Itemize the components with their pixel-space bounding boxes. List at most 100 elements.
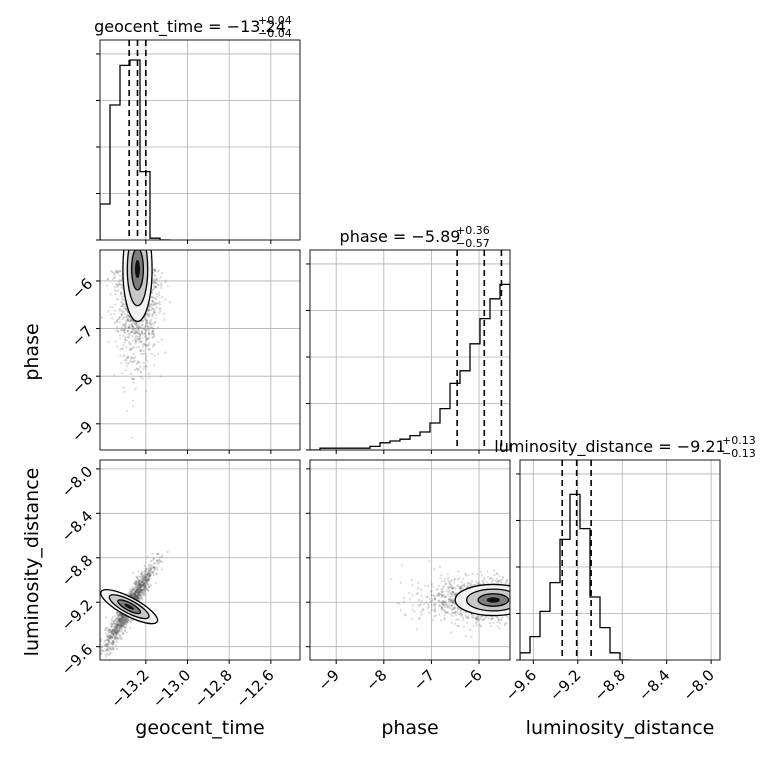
scatter-point <box>147 579 150 582</box>
scatter-point <box>491 616 494 620</box>
scatter-point <box>132 595 135 598</box>
scatter-point <box>475 618 478 621</box>
scatter-point <box>153 286 156 289</box>
scatter-point <box>116 617 119 621</box>
scatter-point <box>144 575 147 578</box>
scatter-point <box>155 572 158 575</box>
scatter-point <box>105 628 108 631</box>
scatter-point <box>122 386 125 389</box>
scatter-point <box>501 575 505 579</box>
scatter-point <box>467 616 470 619</box>
scatter-point <box>135 597 139 600</box>
scatter-point <box>127 325 130 329</box>
scatter-point <box>433 568 436 571</box>
scatter-point <box>114 637 117 641</box>
scatter-point <box>134 596 138 599</box>
scatter-point <box>124 620 128 624</box>
scatter-point <box>125 619 129 623</box>
scatter-point <box>121 372 124 375</box>
scatter-point <box>434 607 437 610</box>
scatter-point <box>535 603 537 605</box>
scatter-point <box>488 577 491 581</box>
scatter-point <box>119 619 122 622</box>
scatter-point <box>497 580 500 583</box>
scatter-point <box>152 566 155 569</box>
scatter-point <box>120 624 123 627</box>
scatter-point <box>119 269 122 272</box>
scatter-point <box>116 630 119 633</box>
scatter-point <box>134 580 137 583</box>
scatter-point <box>114 639 118 642</box>
scatter-point <box>552 616 554 618</box>
scatter-point <box>534 609 536 611</box>
scatter-point <box>140 573 144 576</box>
scatter-point <box>135 331 138 334</box>
scatter-point <box>466 616 470 620</box>
scatter-point <box>153 364 156 367</box>
scatter-point <box>130 347 133 350</box>
scatter-point <box>138 586 141 589</box>
scatter-point <box>553 608 555 610</box>
scatter-point <box>126 616 130 620</box>
scatter-point <box>452 586 455 590</box>
scatter-point <box>121 616 125 619</box>
scatter-point <box>141 582 144 585</box>
scatter-point <box>115 611 119 614</box>
scatter-point <box>119 283 122 286</box>
scatter-point <box>420 588 423 591</box>
scatter-point <box>137 337 140 340</box>
scatter-point <box>148 342 151 345</box>
scatter-point <box>122 617 126 620</box>
scatter-point <box>470 613 473 616</box>
scatter-point <box>516 598 518 600</box>
scatter-point <box>121 615 124 619</box>
scatter-point <box>125 617 128 620</box>
scatter-point <box>450 608 453 611</box>
scatter-point <box>433 604 436 607</box>
scatter-point <box>131 592 134 596</box>
scatter-point <box>123 630 127 633</box>
scatter-point <box>140 588 143 591</box>
scatter-point <box>429 590 433 593</box>
scatter-point <box>133 595 137 598</box>
scatter-point <box>136 576 139 580</box>
scatter-point <box>443 600 446 603</box>
panel-frame <box>99 459 301 661</box>
scatter-point <box>441 600 445 603</box>
scatter-point <box>112 628 115 631</box>
scatter-point <box>463 584 466 587</box>
scatter-point <box>116 622 119 626</box>
scatter-point <box>143 588 146 591</box>
scatter-point <box>530 598 532 600</box>
scatter-point <box>418 617 421 620</box>
scatter-point <box>487 575 490 579</box>
scatter-point <box>138 590 141 594</box>
scatter-point <box>135 586 138 589</box>
scatter-point <box>132 595 136 598</box>
scatter-point <box>148 577 152 580</box>
scatter-point <box>539 592 541 594</box>
panel-frame <box>519 459 721 661</box>
scatter-point <box>144 585 147 588</box>
scatter-point <box>114 285 117 289</box>
scatter-point <box>442 602 445 605</box>
scatter-point <box>411 608 414 611</box>
scatter-point <box>517 601 519 603</box>
x-tick-label: −12.6 <box>232 666 277 711</box>
scatter-point <box>137 589 140 592</box>
scatter-point <box>530 601 532 603</box>
scatter-point <box>127 336 131 339</box>
scatter-point <box>135 585 138 588</box>
scatter-point <box>108 630 112 634</box>
scatter-point <box>504 622 507 625</box>
scatter-point <box>433 597 437 600</box>
scatter-point <box>124 621 127 624</box>
scatter-point <box>527 605 529 607</box>
scatter-point <box>450 599 453 603</box>
scatter-point <box>121 621 125 624</box>
scatter-point <box>109 313 112 316</box>
scatter-point <box>461 587 464 590</box>
scatter-point <box>451 590 454 594</box>
scatter-point <box>106 644 109 648</box>
scatter-point <box>107 642 110 646</box>
